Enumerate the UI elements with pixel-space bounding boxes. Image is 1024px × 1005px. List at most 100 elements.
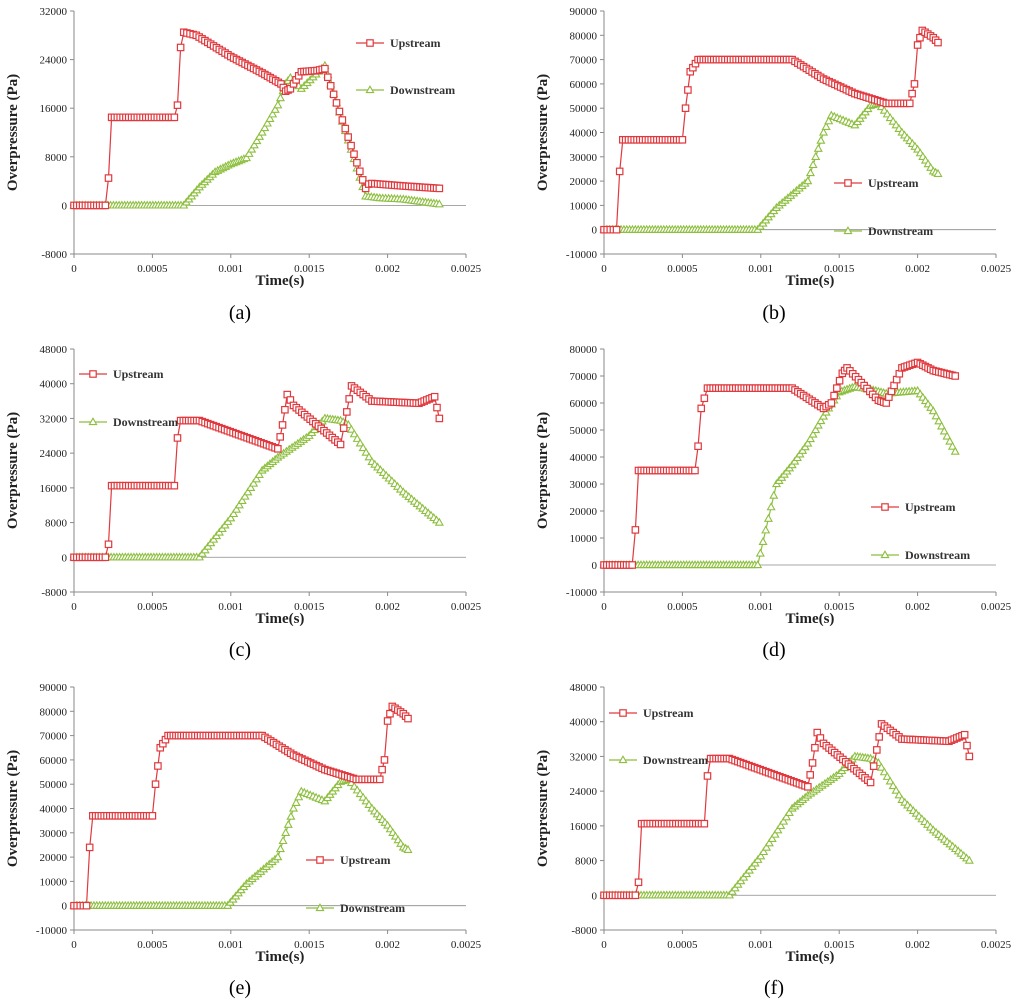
data-point-upstream — [430, 392, 439, 401]
legend-marker-upstream — [844, 179, 852, 187]
x-tick-label: 0.002 — [905, 263, 930, 275]
data-point-downstream — [784, 807, 794, 816]
legend-marker-downstream — [843, 226, 853, 235]
data-point-upstream — [276, 433, 284, 441]
y-tick-label: 60000 — [570, 398, 598, 410]
y-tick-label: 40000 — [40, 804, 68, 816]
data-point-upstream — [343, 408, 351, 416]
data-point-downstream — [247, 144, 257, 153]
data-point-downstream — [254, 469, 264, 478]
y-axis-title: Overpressure (Pa) — [535, 412, 551, 529]
data-point-upstream — [386, 709, 394, 718]
data-point-downstream — [257, 127, 267, 136]
y-tick-label: 40000 — [570, 128, 598, 140]
data-point-downstream — [246, 482, 256, 492]
x-tick-label: 0.0015 — [824, 601, 855, 613]
data-point-downstream — [816, 416, 826, 425]
data-point-upstream — [835, 376, 844, 385]
data-point-upstream — [910, 80, 919, 88]
data-point-upstream — [278, 421, 287, 429]
data-point-upstream — [934, 38, 942, 47]
data-point-downstream — [252, 136, 262, 145]
data-point-upstream — [916, 33, 924, 42]
y-tick-label: 24000 — [40, 448, 68, 460]
data-point-downstream — [237, 495, 247, 505]
data-point-upstream — [356, 167, 364, 176]
data-point-upstream — [170, 481, 179, 490]
y-tick-label: 10000 — [570, 200, 598, 212]
data-point-downstream — [770, 829, 780, 838]
data-point-upstream — [281, 405, 289, 414]
data-point-upstream — [960, 730, 969, 739]
chart-panel-d: -100000100002000030000400005000060000700… — [535, 344, 1012, 661]
data-point-upstream — [148, 811, 157, 820]
x-tick-label: 0.002 — [375, 263, 400, 275]
data-point-downstream — [275, 93, 285, 102]
chart-panel-b: -100000100002000030000400005000060000700… — [535, 6, 1012, 324]
data-point-downstream — [270, 104, 280, 113]
data-point-upstream — [104, 540, 113, 549]
data-point-downstream — [939, 426, 949, 435]
data-point-upstream — [905, 99, 914, 108]
data-point-upstream — [173, 434, 182, 442]
y-tick-label: 50000 — [570, 103, 598, 115]
y-tick-label: 48000 — [40, 344, 68, 356]
data-point-upstream — [691, 466, 699, 475]
data-point-upstream — [951, 372, 960, 380]
x-tick-label: 0.0005 — [137, 601, 168, 613]
data-point-upstream — [341, 124, 350, 133]
y-axis-title: Overpressure (Pa) — [5, 750, 21, 867]
data-point-downstream — [755, 548, 765, 557]
data-point-downstream — [288, 803, 299, 812]
data-point-upstream — [628, 561, 637, 569]
data-point-upstream — [612, 225, 621, 234]
chart-panel-c: -8000 0 8000 16000 24000 32000 40000 48000 0 0.00… — [5, 344, 482, 661]
data-point-downstream — [231, 504, 242, 513]
data-point-downstream — [403, 844, 413, 853]
data-point-upstream — [176, 43, 185, 52]
legend-label-upstream: Upstream — [868, 176, 918, 190]
data-point-upstream — [170, 113, 179, 122]
data-point-upstream — [678, 135, 687, 144]
y-tick-label: 70000 — [570, 55, 598, 67]
y-tick-label: 10000 — [40, 876, 68, 888]
data-point-downstream — [947, 441, 958, 450]
data-point-upstream — [321, 64, 329, 73]
x-tick-label: 0.001 — [748, 263, 773, 275]
data-point-downstream — [808, 429, 818, 438]
x-tick-label: 0 — [601, 601, 607, 613]
data-point-downstream — [964, 855, 974, 864]
data-point-upstream — [631, 891, 640, 900]
data-point-downstream — [876, 762, 886, 771]
data-point-downstream — [808, 159, 818, 169]
data-point-downstream — [758, 536, 768, 546]
y-tick-label: 50000 — [570, 425, 598, 437]
data-point-downstream — [779, 816, 789, 825]
y-tick-label: -8000 — [41, 249, 67, 261]
y-tick-label: -10000 — [566, 249, 598, 261]
data-point-upstream — [383, 717, 392, 725]
panel-label: (e) — [229, 977, 251, 999]
data-point-upstream — [830, 391, 838, 400]
legend-marker-upstream — [366, 39, 374, 47]
data-point-upstream — [965, 752, 974, 761]
data-point-downstream — [803, 438, 813, 447]
data-point-downstream — [281, 827, 291, 836]
x-axis-title: Time(s) — [256, 273, 305, 289]
y-tick-label: 8000 — [45, 152, 68, 164]
data-point-downstream — [811, 425, 821, 434]
panel-label: (a) — [229, 302, 251, 324]
x-axis-title: Time(s) — [256, 611, 305, 627]
data-point-upstream — [274, 445, 282, 453]
data-point-downstream — [882, 771, 892, 780]
data-point-downstream — [805, 434, 815, 443]
y-tick-label: 16000 — [40, 103, 68, 115]
panel-label: (f) — [764, 977, 784, 999]
data-point-downstream — [818, 127, 829, 136]
data-point-upstream — [85, 843, 94, 852]
legend-label-upstream: Upstream — [643, 706, 693, 720]
data-point-upstream — [631, 526, 640, 534]
data-point-downstream — [818, 411, 829, 420]
y-tick-label: -8000 — [41, 587, 67, 599]
